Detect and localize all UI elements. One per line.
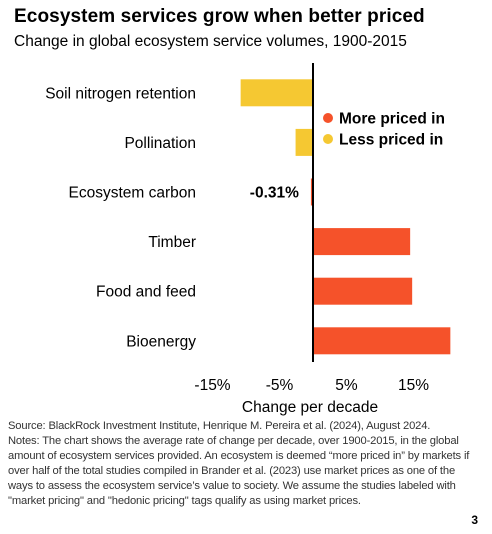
category-label-bioenergy: Bioenergy: [126, 333, 196, 350]
notes-text: Notes: The chart shows the average rate …: [8, 435, 470, 507]
chart-footer: Source: BlackRock Investment Institute, …: [8, 419, 476, 509]
bar-food-and-feed: [313, 277, 413, 305]
legend-label-less-priced-in: Less priced in: [339, 132, 443, 149]
legend-marker-more-priced-in: [323, 113, 333, 123]
page-number: 3: [471, 513, 478, 527]
bar-chart: Soil nitrogen retention Pollination Ecosys…: [45, 63, 451, 416]
chart-title: Ecosystem services grow when better pric…: [14, 6, 425, 27]
category-label-timber: Timber: [148, 234, 196, 251]
category-label-food-and-feed: Food and feed: [96, 284, 196, 301]
bar-soil-nitrogen-retention: [240, 79, 313, 107]
category-label-pollination: Pollination: [124, 135, 196, 152]
bar-bioenergy: [313, 327, 451, 355]
legend-label-more-priced-in: More priced in: [339, 111, 445, 128]
chart-subtitle: Change in global ecosystem service volum…: [14, 33, 407, 50]
bar-timber: [313, 228, 411, 256]
x-tick-label: -5%: [266, 377, 294, 394]
x-axis-title: Change per decade: [242, 399, 378, 416]
bar-pollination: [295, 128, 313, 156]
legend-marker-less-priced-in: [323, 134, 333, 144]
bar-ecosystem-carbon: [310, 178, 313, 206]
category-label-ecosystem-carbon: Ecosystem carbon: [69, 185, 197, 202]
source-note: Source: BlackRock Investment Institute, …: [8, 420, 431, 432]
data-label-ecosystem-carbon: -0.31%: [250, 185, 299, 202]
category-label-soil-nitrogen-retention: Soil nitrogen retention: [45, 85, 196, 102]
x-tick-label: 15%: [398, 377, 429, 394]
x-tick-label: -15%: [194, 377, 230, 394]
x-tick-label: 5%: [335, 377, 358, 394]
